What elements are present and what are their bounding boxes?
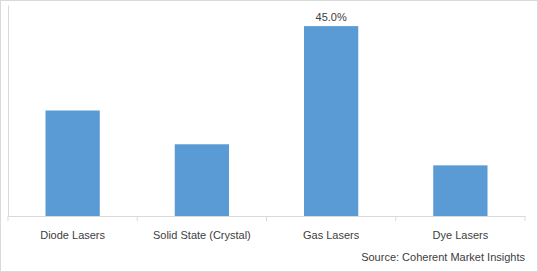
x-tick: Solid State (Crystal) — [153, 216, 251, 241]
x-separator — [525, 216, 526, 221]
x-tick-label: Dye Lasers — [433, 229, 489, 241]
x-tick-label: Gas Lasers — [303, 229, 360, 241]
bars — [45, 26, 487, 216]
bar — [175, 144, 229, 216]
x-tick-label: Solid State (Crystal) — [153, 229, 251, 241]
data-label: 45.0% — [316, 11, 347, 23]
chart-frame — [1, 1, 538, 272]
bar — [304, 26, 358, 216]
bar — [45, 111, 99, 217]
x-tick: Gas Lasers — [303, 216, 360, 241]
x-separator — [395, 216, 396, 221]
x-separators — [8, 216, 525, 221]
x-tick-label: Diode Lasers — [40, 229, 105, 241]
bar — [433, 165, 487, 216]
chart: Diode Lasers Solid State (Crystal) Gas Las… — [0, 0, 538, 272]
y-axis-line — [8, 6, 9, 217]
x-separator — [266, 216, 267, 221]
x-axis: Diode Lasers Solid State (Crystal) Gas Las… — [9, 216, 526, 241]
x-separator — [137, 216, 138, 221]
y-axis — [8, 6, 9, 217]
x-tick: Diode Lasers — [40, 216, 105, 241]
annotations: Source: Coherent Market Insights — [361, 251, 525, 263]
source-note: Source: Coherent Market Insights — [361, 251, 525, 263]
data-labels: 45.0% — [316, 11, 347, 23]
x-separator — [8, 216, 9, 221]
x-tick: Dye Lasers — [433, 216, 489, 241]
